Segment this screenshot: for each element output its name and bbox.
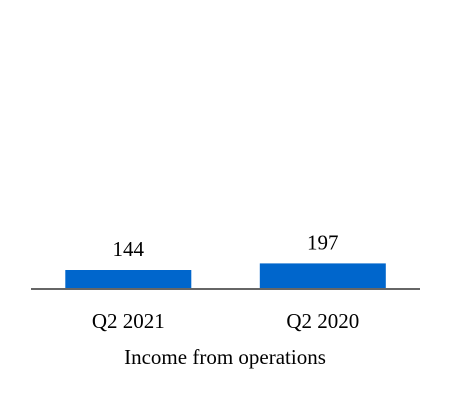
data-label-0: 144 xyxy=(113,237,145,261)
bars-group xyxy=(65,263,386,288)
category-label-1: Q2 2020 xyxy=(286,309,359,333)
bar-1 xyxy=(259,263,386,288)
category-label-0: Q2 2021 xyxy=(92,309,165,333)
bar-0 xyxy=(65,270,192,288)
labels-group: 144 Q2 2021 197 Q2 2020 xyxy=(92,230,359,333)
data-label-1: 197 xyxy=(307,230,339,254)
x-axis-title: Income from operations xyxy=(124,345,326,369)
